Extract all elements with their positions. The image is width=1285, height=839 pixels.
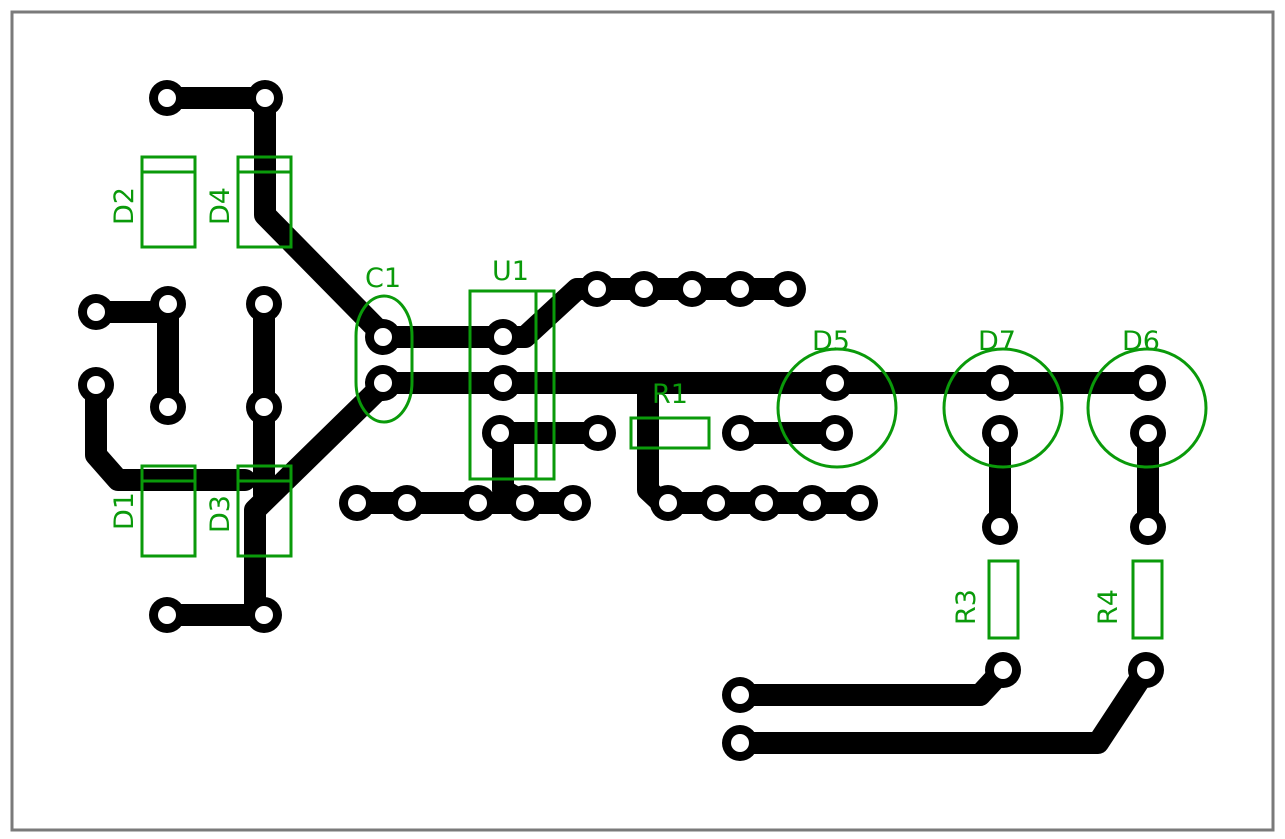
resistor-r4-outline [1131, 559, 1164, 640]
pad-drill-hole [348, 494, 366, 512]
label-d7: D7 [978, 326, 1016, 357]
pad-drill-hole [779, 280, 797, 298]
pad-drill-hole [659, 494, 677, 512]
pad-drill-hole [1137, 661, 1155, 679]
pad-drill-hole [731, 424, 749, 442]
label-r1: R1 [652, 379, 688, 410]
pad-drill-hole [87, 376, 105, 394]
component-labels: D2 D4 D1 D3 C1 U1 R1 D5 D7 D6 R3 R4 [109, 187, 1160, 625]
label-d2: D2 [109, 187, 140, 225]
pad-drill-hole [158, 606, 176, 624]
pad-drill-hole [994, 661, 1012, 679]
diode-d2 [140, 155, 197, 249]
pads [78, 80, 1166, 761]
pad-drill-hole [635, 280, 653, 298]
diode-d3 [236, 464, 293, 558]
pad-drill-hole [374, 374, 392, 392]
resistor-r3-outline [987, 559, 1020, 640]
label-c1: C1 [365, 263, 401, 294]
label-d3: D3 [205, 495, 236, 533]
label-d4: D4 [205, 187, 236, 225]
pad-drill-hole [494, 374, 512, 392]
pad-drill-hole [158, 89, 176, 107]
led-d5-outline [776, 347, 898, 469]
diode-d4 [236, 155, 293, 249]
led-d6-outline [1086, 347, 1208, 469]
pad-drill-hole [374, 328, 392, 346]
pad-drill-hole [159, 398, 177, 416]
label-u1: U1 [492, 256, 529, 287]
trace-c1-lower [156, 372, 396, 626]
ic-u1-outline [468, 289, 556, 481]
pad-drill-hole [826, 424, 844, 442]
capacitor-c1-outline [354, 294, 414, 424]
pad-drill-hole [159, 295, 177, 313]
pad-drill-hole [707, 494, 725, 512]
pad-drill-hole [516, 494, 534, 512]
pad-drill-hole [1139, 374, 1157, 392]
led-d7-outline [942, 347, 1064, 469]
pad-drill-hole [851, 494, 869, 512]
trace-top-left [156, 87, 516, 348]
pad-drill-hole [803, 494, 821, 512]
pad-drill-hole [755, 494, 773, 512]
pad-drill-hole [1139, 424, 1157, 442]
pad-drill-hole [991, 518, 1009, 536]
pad-drill-hole [683, 280, 701, 298]
silkscreen [140, 155, 1208, 640]
pad-drill-hole [255, 606, 273, 624]
pad-drill-hole [255, 295, 273, 313]
pad-drill-hole [731, 686, 749, 704]
trace-r4-out [729, 659, 1157, 754]
label-d5: D5 [812, 326, 850, 357]
pad-drill-hole [826, 374, 844, 392]
pad-drill-hole [494, 328, 512, 346]
pad-drill-hole [991, 424, 1009, 442]
label-r3: R3 [951, 589, 982, 625]
pad-drill-hole [731, 734, 749, 752]
pad-drill-hole [255, 398, 273, 416]
label-d1: D1 [109, 492, 140, 530]
pad-drill-hole [588, 280, 606, 298]
diode-d1 [140, 464, 197, 558]
resistor-r1-outline [629, 416, 711, 450]
pad-drill-hole [564, 494, 582, 512]
pad-drill-hole [256, 89, 274, 107]
label-d6: D6 [1122, 326, 1160, 357]
pad-drill-hole [731, 280, 749, 298]
pad-drill-hole [1139, 518, 1157, 536]
pad-drill-hole [469, 494, 487, 512]
pad-drill-hole [398, 494, 416, 512]
pad-drill-hole [87, 303, 105, 321]
label-r4: R4 [1093, 589, 1124, 625]
pad-drill-hole [991, 374, 1009, 392]
pad-drill-hole [491, 424, 509, 442]
pad-drill-hole [589, 424, 607, 442]
